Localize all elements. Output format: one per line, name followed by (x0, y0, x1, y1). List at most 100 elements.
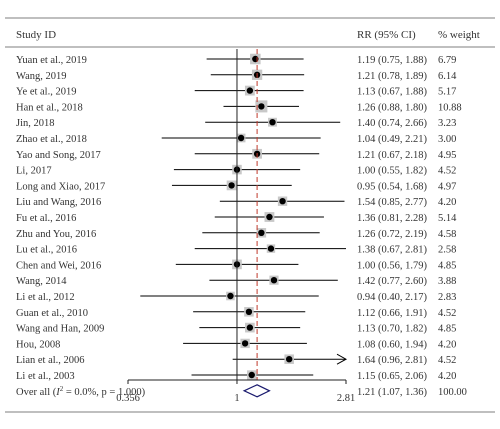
point-estimate (269, 119, 276, 126)
ci-arrow (336, 353, 348, 365)
study-row: Li, 2017 1.00 (0.55, 1.82) 4.52 (16, 164, 456, 177)
rr-ci-value: 0.95 (0.54, 1.68) (357, 181, 427, 192)
overall-rr-ci-value: 1.21 (1.07, 1.36) (357, 387, 427, 398)
study-row: Lu et al., 2016 1.38 (0.67, 2.81) 2.58 (16, 244, 456, 256)
rr-ci-value: 1.26 (0.72, 2.19) (357, 229, 427, 240)
weight-value: 4.52 (438, 355, 456, 366)
study-label: Long and Xiao, 2017 (16, 181, 105, 192)
study-label: Li, 2017 (16, 166, 52, 177)
study-label: Fu et al., 2016 (16, 213, 76, 224)
study-label: Wang and Han, 2009 (16, 324, 104, 335)
study-label: Zhao et al., 2018 (16, 134, 87, 145)
rr-ci-value: 1.00 (0.55, 1.82) (357, 166, 427, 177)
weight-value: 4.20 (438, 339, 456, 350)
study-label: Liu and Wang, 2016 (16, 197, 101, 208)
point-estimate (285, 356, 293, 363)
study-row: Zhao et al., 2018 1.04 (0.49, 2.21) 3.00 (16, 133, 456, 145)
study-label: Lian et al., 2006 (16, 355, 85, 366)
rr-ci-value: 1.12 (0.66, 1.91) (357, 308, 427, 319)
weight-value: 4.58 (438, 229, 456, 240)
study-label: Yuan et al., 2019 (16, 55, 87, 66)
study-row: Lian et al., 2006 1.64 (0.96, 2.81) 4.52 (16, 353, 456, 366)
study-label: Chen and Wei, 2016 (16, 260, 101, 271)
study-row: Jin, 2018 1.40 (0.74, 2.66) 3.23 (16, 117, 456, 129)
overall-label: Over all (I2 = 0.0%, p = 1.000) (16, 385, 146, 398)
rr-ci-value: 1.00 (0.56, 1.79) (357, 260, 427, 271)
header-rr-ci: RR (95% CI) (357, 29, 416, 41)
point-estimate (237, 134, 245, 142)
rr-ci-value: 1.42 (0.77, 2.60) (357, 276, 427, 287)
rr-ci-value: 1.19 (0.75, 1.88) (357, 55, 427, 66)
x-axis: 0.356 1 2.81 (116, 49, 355, 404)
point-estimate (267, 245, 275, 252)
rr-ci-value: 1.64 (0.96, 2.81) (357, 355, 427, 366)
weight-value: 4.52 (438, 308, 456, 319)
x-tick-label: 1 (234, 393, 239, 404)
point-estimate (258, 103, 265, 110)
rr-ci-value: 1.13 (0.67, 1.88) (357, 87, 427, 98)
study-label: Li et al., 2012 (16, 292, 75, 303)
study-label: Hou, 2008 (16, 339, 60, 350)
overall-row: Over all (I2 = 0.0%, p = 1.000) 1.21 (1.0… (16, 384, 467, 398)
point-estimate (241, 340, 249, 347)
weight-value: 2.83 (438, 292, 456, 303)
study-row: Long and Xiao, 2017 0.95 (0.54, 1.68) 4.97 (16, 180, 456, 192)
point-estimate (245, 308, 253, 315)
weight-value: 3.00 (438, 134, 456, 145)
weight-value: 6.14 (438, 71, 457, 82)
study-label: Zhu and You, 2016 (16, 229, 96, 240)
study-row: Wang, 2014 1.42 (0.77, 2.60) 3.88 (16, 275, 456, 287)
weight-value: 3.23 (438, 118, 456, 129)
point-estimate (266, 213, 273, 221)
study-row: Li et al., 2003 1.15 (0.65, 2.06) 4.20 (16, 370, 456, 382)
header-study-id: Study ID (16, 29, 56, 41)
weight-value: 4.97 (438, 181, 456, 192)
weight-value: 5.14 (438, 213, 457, 224)
point-estimate (228, 182, 235, 189)
x-tick-label: 2.81 (337, 393, 355, 404)
rr-ci-value: 1.36 (0.81, 2.28) (357, 213, 427, 224)
study-row: Fu et al., 2016 1.36 (0.81, 2.28) 5.14 (16, 212, 457, 224)
weight-value: 6.79 (438, 55, 456, 66)
study-row: Li et al., 2012 0.94 (0.40, 2.17) 2.83 (16, 291, 456, 303)
study-label: Yao and Song, 2017 (16, 150, 101, 161)
rr-ci-value: 0.94 (0.40, 2.17) (357, 292, 427, 303)
rr-ci-value: 1.21 (0.67, 2.18) (357, 150, 427, 161)
rr-ci-value: 1.21 (0.78, 1.89) (357, 71, 427, 82)
weight-value: 4.85 (438, 260, 456, 271)
study-row: Ye et al., 2019 1.13 (0.67, 1.88) 5.17 (16, 85, 456, 98)
weight-value: 3.88 (438, 276, 456, 287)
weight-value: 5.17 (438, 87, 456, 98)
point-estimate (246, 87, 254, 94)
study-row: Zhu and You, 2016 1.26 (0.72, 2.19) 4.58 (16, 228, 456, 240)
point-estimate (258, 229, 265, 236)
point-estimate (248, 371, 255, 379)
rr-ci-value: 1.38 (0.67, 2.81) (357, 245, 427, 256)
study-row: Guan et al., 2010 1.12 (0.66, 1.91) 4.52 (16, 307, 456, 319)
study-label: Ye et al., 2019 (16, 87, 76, 98)
rr-ci-value: 1.08 (0.60, 1.94) (357, 339, 427, 350)
weight-value: 2.58 (438, 245, 456, 256)
header-weight: % weight (438, 29, 480, 41)
weight-value: 4.85 (438, 324, 456, 335)
weight-value: 10.88 (438, 102, 462, 113)
overall-diamond (242, 384, 271, 398)
weight-value: 4.52 (438, 166, 456, 177)
study-label: Han et al., 2018 (16, 102, 83, 113)
rr-ci-value: 1.13 (0.70, 1.82) (357, 324, 427, 335)
weight-value: 4.20 (438, 197, 456, 208)
rr-ci-value: 1.15 (0.65, 2.06) (357, 371, 427, 382)
study-label: Li et al., 2003 (16, 371, 75, 382)
rr-ci-value: 1.26 (0.88, 1.80) (357, 102, 427, 113)
weight-value: 4.95 (438, 150, 456, 161)
study-row: Chen and Wei, 2016 1.00 (0.56, 1.79) 4.85 (16, 259, 456, 271)
study-row: Hou, 2008 1.08 (0.60, 1.94) 4.20 (16, 338, 456, 350)
study-label: Guan et al., 2010 (16, 308, 88, 319)
rr-ci-value: 1.04 (0.49, 2.21) (357, 134, 427, 145)
study-label: Jin, 2018 (16, 118, 55, 129)
study-label: Wang, 2014 (16, 276, 67, 287)
study-label: Lu et al., 2016 (16, 245, 77, 256)
point-estimate (227, 292, 234, 300)
study-label: Wang, 2019 (16, 71, 66, 82)
